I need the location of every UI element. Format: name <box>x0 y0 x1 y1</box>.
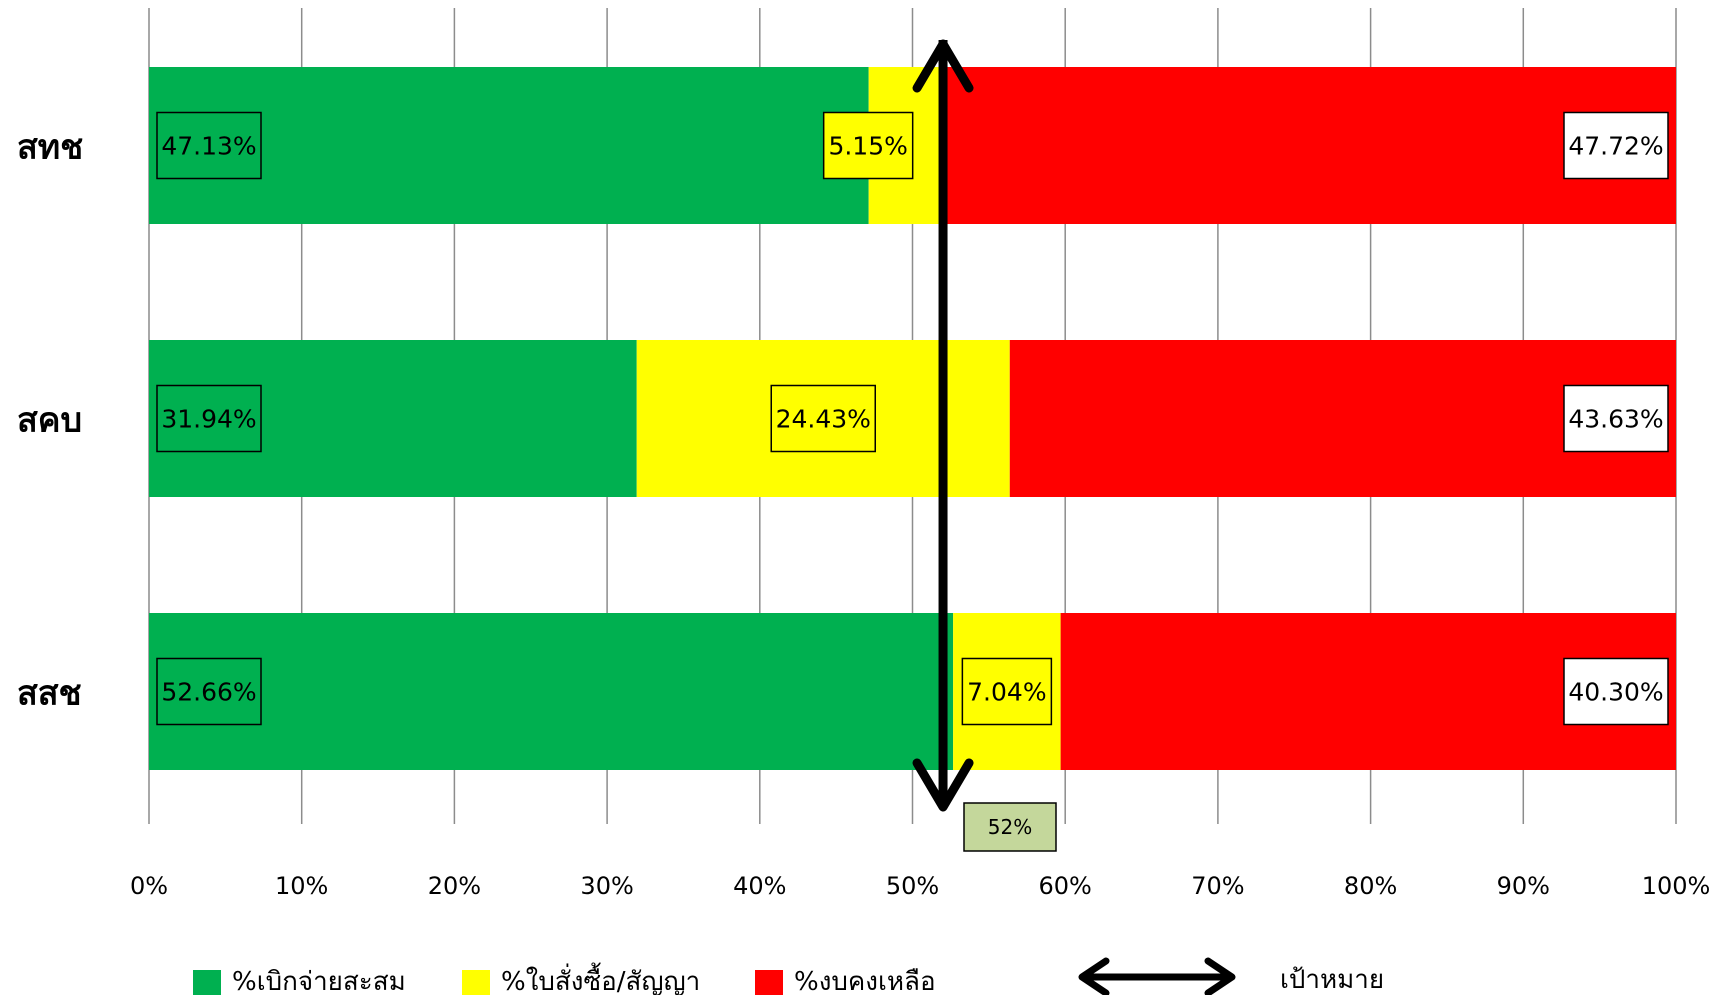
bar-segment <box>149 613 954 770</box>
x-tick-label: 50% <box>886 872 939 900</box>
legend-label: %ใบสั่งซื้อ/สัญญา <box>501 962 700 995</box>
data-label: 24.43% <box>776 405 871 434</box>
x-tick-label: 60% <box>1039 872 1092 900</box>
bar-segment <box>947 67 1676 224</box>
data-label-box <box>961 657 1053 726</box>
data-label: 43.63% <box>1568 405 1663 434</box>
x-tick-label: 10% <box>275 872 328 900</box>
target-label-box <box>963 802 1057 852</box>
x-tick-label: 80% <box>1344 872 1397 900</box>
data-label-box <box>156 384 262 453</box>
x-axis-tick-labels: 0% 10% 20% 30% 40% 50% 60% 70% 80% 90% 100% <box>130 872 1710 900</box>
x-tick-label: 0% <box>130 872 168 900</box>
legend-swatch <box>755 970 783 995</box>
target-arrow-head-down <box>912 758 974 812</box>
data-label: 31.94% <box>161 405 256 434</box>
category-label: สทช <box>17 128 83 168</box>
data-label: 7.04% <box>967 678 1046 707</box>
data-label: 5.15% <box>828 132 907 161</box>
data-label: 40.30% <box>1568 678 1663 707</box>
target-arrow-head-up <box>912 39 974 93</box>
category-label: สสช <box>17 674 82 714</box>
x-tick-label: 100% <box>1642 872 1711 900</box>
data-label-box <box>156 111 262 180</box>
data-label: 52.66% <box>161 678 256 707</box>
x-tick-label: 40% <box>733 872 786 900</box>
bar-segment <box>149 67 869 224</box>
x-tick-label: 30% <box>580 872 633 900</box>
data-label-box <box>156 657 262 726</box>
category-label: สคบ <box>17 401 82 441</box>
legend: %เบิกจ่ายสะสม %ใบสั่งซื้อ/สัญญา %งบคงเหลือ… <box>193 957 1384 995</box>
data-label-box <box>770 384 876 453</box>
data-label-box <box>1563 657 1669 726</box>
legend-label: %เบิกจ่ายสะสม <box>232 967 406 995</box>
x-tick-label: 90% <box>1497 872 1550 900</box>
data-label-box <box>822 111 914 180</box>
target-marker: 52% <box>912 39 1057 852</box>
data-label-box <box>1563 111 1669 180</box>
data-label: 47.72% <box>1568 132 1663 161</box>
bars: 47.13% 5.15% 47.72% 31.94% 24.43% 43.63% 52.66… <box>149 67 1676 770</box>
data-label-box <box>1563 384 1669 453</box>
legend-label: เป้าหมาย <box>1280 965 1384 995</box>
target-label: 52% <box>988 815 1032 839</box>
legend-target-arrow-head-right <box>1204 957 1236 995</box>
x-tick-label: 20% <box>428 872 481 900</box>
x-tick-label: 70% <box>1191 872 1244 900</box>
legend-label: %งบคงเหลือ <box>794 967 936 995</box>
legend-swatch <box>193 970 221 995</box>
data-label: 47.13% <box>161 132 256 161</box>
legend-swatch <box>462 970 490 995</box>
legend-target-arrow-head-left <box>1078 957 1110 995</box>
